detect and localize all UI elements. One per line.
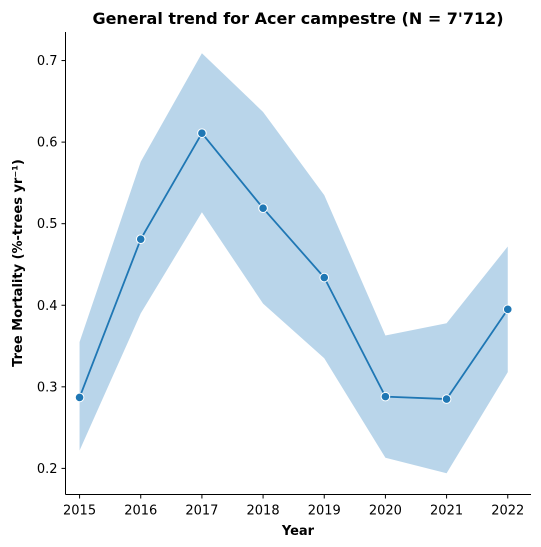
x-tick-label: 2020 [369, 504, 402, 519]
chart-title: General trend for Acer campestre (N = 7'… [92, 9, 503, 28]
x-tick-label: 2022 [491, 504, 524, 519]
plot-area [74, 53, 513, 474]
data-points [74, 128, 513, 404]
data-point [502, 304, 513, 315]
y-tick-label: 0.5 [37, 217, 58, 232]
x-tick-label: 2016 [124, 504, 157, 519]
data-point [197, 128, 207, 138]
y-tick-label: 0.6 [37, 136, 58, 151]
x-tick-label: 2017 [185, 504, 218, 519]
x-tick-label: 2015 [63, 504, 96, 519]
y-tick-label: 0.3 [37, 380, 58, 395]
x-axis-label: Year [281, 524, 315, 539]
x-tick-label: 2019 [308, 504, 341, 519]
data-point [258, 203, 268, 213]
data-point [441, 394, 452, 404]
confidence-band [79, 53, 508, 474]
y-tick-label: 0.2 [37, 462, 58, 477]
y-tick-label: 0.7 [37, 54, 58, 69]
series-line [78, 131, 509, 400]
data-point [74, 392, 85, 403]
x-tick-label: 2018 [247, 504, 280, 519]
data-point [380, 391, 391, 402]
y-axis-label: Tree Mortality (%-trees yr⁻¹) [11, 159, 26, 367]
y-tick-label: 0.4 [37, 299, 58, 314]
x-ticks: 2015 2016 2017 2018 2019 2020 2021 2022 [63, 494, 524, 519]
data-point [135, 234, 146, 244]
x-tick-label: 2021 [430, 504, 463, 519]
data-point [319, 272, 330, 283]
y-ticks: 0.2 0.3 0.4 0.5 0.6 0.7 [37, 54, 66, 477]
